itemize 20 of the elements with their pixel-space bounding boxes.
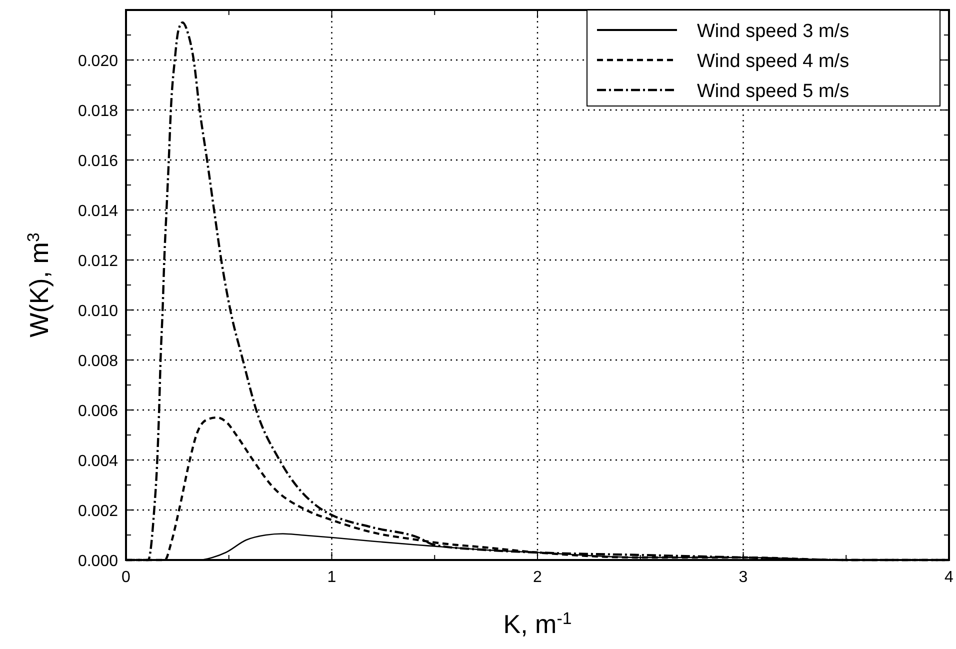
y-tick-label: 0.010 [78,303,118,320]
y-tick-label: 0.020 [78,53,118,70]
y-tick-label: 0.012 [78,253,118,270]
legend-label: Wind speed 4 m/s [697,51,850,72]
y-tick-label: 0.006 [78,403,118,420]
y-tick-label: 0.002 [78,503,118,520]
y-tick-label: 0.004 [78,453,118,470]
x-tick-label: 1 [327,569,336,586]
x-tick-label: 3 [738,569,748,586]
x-tick-label: 0 [122,569,131,586]
y-tick-label: 0.000 [78,553,118,570]
y-tick-label: 0.008 [78,353,118,370]
legend-label: Wind speed 5 m/s [697,81,850,102]
y-tick-label: 0.018 [78,103,118,120]
x-axis-title: K, m$^{-1}$ [503,608,572,639]
x-tick-label: 4 [944,569,954,586]
x-tick-label: 2 [533,569,542,586]
legend-label: Wind speed 3 m/s [697,21,850,42]
y-tick-label: 0.016 [78,153,118,170]
y-tick-label: 0.014 [78,203,118,220]
